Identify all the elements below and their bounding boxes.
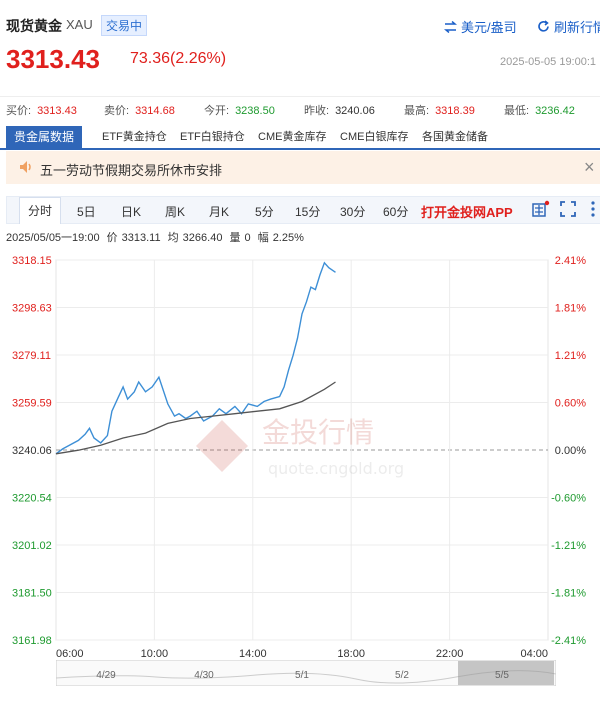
y-tick-label: 3318.15 (12, 255, 52, 267)
current-price: 3313.43 (6, 44, 100, 74)
y-tick-label: 3298.63 (12, 303, 52, 315)
open-app-link[interactable]: 打开金投网APP (421, 205, 513, 220)
y-tick-label: 3240.06 (12, 445, 52, 457)
pct-tick-label: 0.60% (555, 398, 586, 410)
tab-etf-gold[interactable]: ETF黄金持仓 (102, 131, 167, 143)
quote-summary: 买价: 3313.43 卖价: 3314.68 今开: 3238.50 昨收: 3240… (0, 96, 600, 119)
low-quote: 最低: 3236.42 (504, 105, 575, 117)
pct-tick-label: -1.21% (551, 540, 586, 552)
currency-link[interactable]: 美元/盎司 (444, 17, 517, 36)
tab-cme-gold[interactable]: CME黄金库存 (258, 131, 327, 143)
navigator-selection[interactable] (458, 661, 554, 685)
open-quote: 今开: 3238.50 (204, 105, 275, 117)
close-icon[interactable]: × (584, 157, 595, 177)
y-tick-label: 3201.02 (12, 540, 52, 552)
time-navigator[interactable]: 4/29 4/30 5/1 5/2 5/5 (56, 660, 556, 686)
chart-grid (55, 259, 549, 641)
cursor-time: 2025/05/05一19:00 (6, 232, 100, 244)
tab-60min[interactable]: 60分 (383, 205, 409, 219)
x-tick-label: 04:00 (520, 648, 548, 660)
y-tick-label: 3181.50 (12, 588, 52, 600)
currency-link-label: 美元/盎司 (461, 20, 517, 35)
pct-tick-label: -0.60% (551, 493, 586, 505)
y-tick-label: 3259.59 (12, 398, 52, 410)
pct-tick-label: 1.21% (555, 350, 586, 362)
intraday-chart[interactable]: 金投行情 quote.cngold.org 3318.15 3298.63 3279… (0, 244, 600, 660)
instrument-name: 现货黄金 (6, 18, 62, 34)
x-tick-label: 18:00 (337, 648, 365, 660)
swap-arrows-icon (444, 20, 457, 33)
price-change: 73.36(2.26%) (130, 50, 227, 67)
quote-datetime: 2025-05-05 19:00:1 (500, 56, 597, 68)
tab-30min[interactable]: 30分 (340, 205, 366, 219)
tab-etf-silver[interactable]: ETF白银持仓 (180, 131, 245, 143)
notice-text[interactable]: 五一劳动节假期交易所休市安排 (40, 163, 223, 178)
cursor-amplitude: 2.25% (272, 232, 304, 244)
pct-tick-label: 2.41% (555, 255, 586, 267)
holiday-notice[interactable]: 五一劳动节假期交易所休市安排 × (6, 151, 600, 184)
price-line (55, 261, 336, 455)
pct-tick-label: 1.81% (555, 303, 586, 315)
cursor-volume: 0 (244, 232, 251, 244)
nav-date-label: 5/5 (495, 670, 509, 681)
tab-5day[interactable]: 5日 (77, 205, 96, 219)
tab-monthly-k[interactable]: 月K (209, 205, 230, 219)
tab-intraday[interactable]: 分时 (19, 197, 62, 224)
x-tick-label: 22:00 (436, 648, 464, 660)
nav-date-label: 4/30 (194, 670, 214, 681)
tab-15min[interactable]: 15分 (295, 205, 321, 219)
refresh-icon (538, 20, 549, 32)
period-tabs: 分时 5日 日K 周K 月K 5分 15分 30分 60分 打开金投网APP (6, 196, 600, 224)
watermark-url: quote.cngold.org (268, 459, 404, 478)
y-tick-label: 3161.98 (12, 635, 52, 647)
cursor-price: 3313.11 (121, 232, 161, 244)
tab-gold-reserves[interactable]: 各国黄金储备 (422, 131, 488, 143)
pct-tick-label: -1.81% (551, 588, 586, 600)
high-quote: 最高: 3318.39 (404, 105, 475, 117)
header: 现货黄金 XAU 交易中 美元/盎司 刷新行情 3313.43 73.36(2.… (0, 0, 600, 96)
x-tick-label: 14:00 (239, 648, 267, 660)
y-tick-label: 3220.54 (12, 493, 52, 505)
bid-quote: 买价: 3313.43 (6, 105, 77, 117)
cursor-avg: 3266.40 (182, 232, 223, 244)
refresh-link[interactable]: 刷新行情 (537, 17, 600, 36)
tab-daily-k[interactable]: 日K (121, 205, 142, 219)
tab-weekly-k[interactable]: 周K (165, 205, 186, 219)
prev-close-quote: 昨收: 3240.06 (304, 105, 375, 117)
more-icon[interactable] (589, 200, 597, 218)
tab-precious-metals[interactable]: 贵金属数据 (6, 126, 83, 148)
nav-date-label: 4/29 (96, 670, 116, 681)
average-line (55, 381, 336, 455)
data-tabs: 贵金属数据 ETF黄金持仓 ETF白银持仓 CME黄金库存 CME白银库存 各国… (0, 126, 600, 150)
y-tick-label: 3279.11 (12, 350, 51, 362)
x-tick-label: 10:00 (141, 648, 169, 660)
pct-tick-label: 0.00% (555, 445, 586, 457)
status-badge: 交易中 (101, 15, 148, 36)
nav-date-label: 5/1 (295, 670, 309, 681)
instrument-code: XAU (66, 17, 93, 32)
pct-tick-label: -2.41% (551, 635, 586, 647)
watermark: 金投行情 quote.cngold.org (196, 416, 404, 478)
nav-date-label: 5/2 (395, 670, 409, 681)
strategy-icon[interactable] (531, 200, 551, 218)
speaker-icon (20, 161, 31, 173)
refresh-link-label: 刷新行情 (554, 20, 600, 35)
ask-quote: 卖价: 3314.68 (104, 105, 175, 117)
tab-cme-silver[interactable]: CME白银库存 (340, 131, 409, 143)
x-tick-label: 06:00 (56, 648, 84, 660)
tab-5min[interactable]: 5分 (255, 205, 274, 219)
watermark-name: 金投行情 (262, 416, 374, 449)
fullscreen-icon[interactable] (559, 200, 577, 218)
